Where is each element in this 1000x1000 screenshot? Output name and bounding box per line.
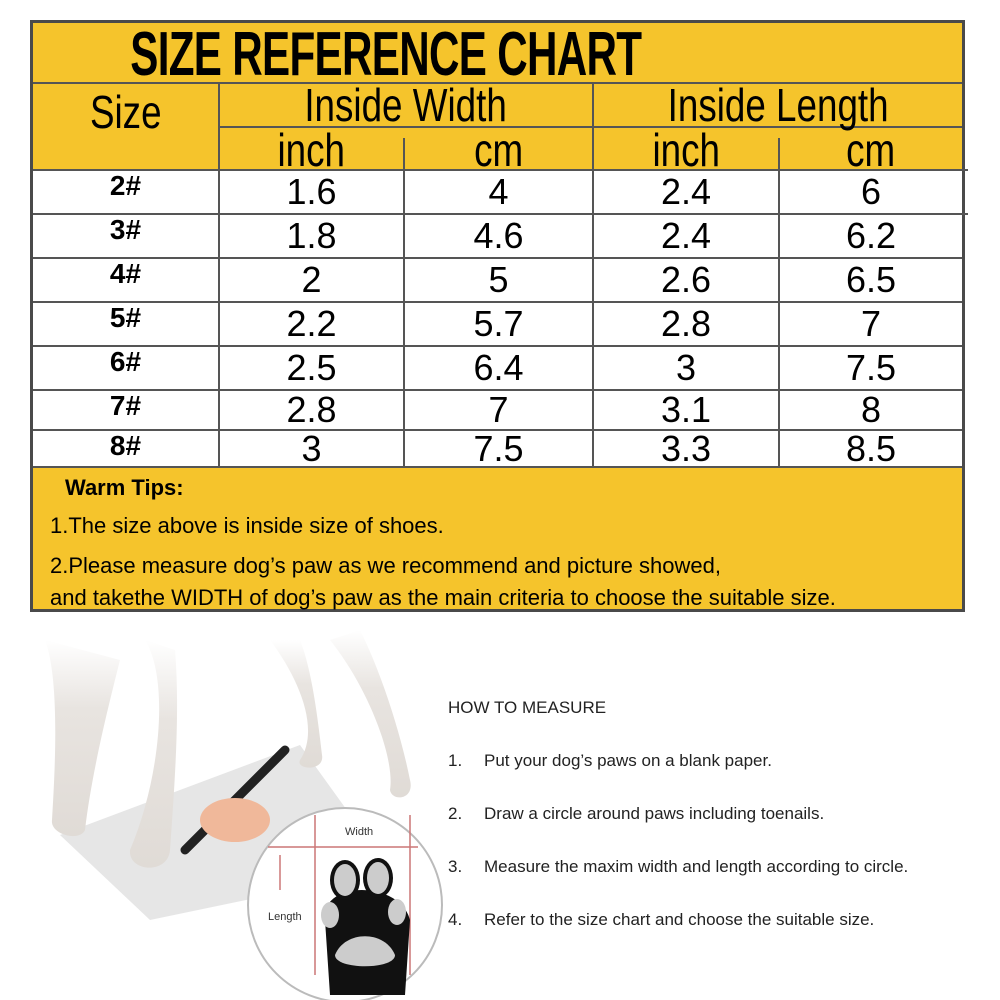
size-cell: 8# [109,430,142,461]
how-to-step: 3. Measure the maxim width and length acc… [448,857,908,877]
value-cell: 2.8 [286,389,337,430]
value-cell: 3.3 [660,427,712,469]
width-label: Width [345,826,373,838]
how-to-heading: HOW TO MEASURE [448,698,607,717]
tip-line: and takethe WIDTH of dog’s paw as the ma… [50,585,836,610]
warm-tips: Warm Tips: 1.The size above is inside si… [33,467,962,611]
how-to-step: 2. Draw a circle around paws including to… [448,804,824,824]
value-cell: 2.6 [660,259,712,300]
size-header: Size [89,86,162,138]
chart-title-text: SIZE REFERENCE CHART [129,19,642,89]
size-reference-chart: SIZE REFERENCE CHART Size Inside Width I… [30,20,968,612]
step-number: 3. [448,857,463,876]
step-number: 1. [448,751,463,770]
value-cell: 2.4 [660,215,712,256]
value-cell: 6.2 [845,215,897,256]
value-cell: 2.2 [286,303,337,344]
tip-line: 1.The size above is inside size of shoes… [50,513,444,538]
value-cell: 6 [860,171,882,212]
inside-length-header: Inside Length [667,79,889,131]
step-text: Measure the maxim width and length accor… [484,857,909,876]
value-cell: 6.5 [845,259,897,300]
value-cell: 7.5 [845,347,897,388]
dog-leg-icon [129,640,178,868]
step-number: 2. [448,804,463,823]
inside-width-header: Inside Width [304,79,508,131]
value-cell: 2.5 [286,347,337,388]
size-cell: 4# [109,258,142,289]
unit-header: cm [473,124,524,176]
table-body-background [33,170,962,466]
value-cell: 7.5 [473,427,524,469]
value-cell: 5 [488,259,509,300]
unit-header: inch [652,124,720,176]
length-label: Length [268,911,302,923]
value-cell: 2.4 [660,171,712,212]
value-cell: 2 [301,259,322,300]
value-cell: 8.5 [845,427,897,469]
size-cell: 3# [109,214,142,245]
step-text: Draw a circle around paws including toen… [484,804,825,823]
size-cell: 7# [109,390,142,421]
step-text: Put your dog’s paws on a blank paper. [484,751,772,770]
value-cell: 7 [488,389,509,430]
value-cell: 1.8 [286,215,337,256]
value-cell: 2.8 [660,303,712,344]
step-text: Refer to the size chart and choose the s… [484,910,875,929]
value-cell: 5.7 [473,303,524,344]
value-cell: 8 [860,389,882,430]
paw-print-icon [321,858,410,995]
value-cell: 3.1 [660,389,712,430]
value-cell: 4 [488,171,509,212]
tips-heading: Warm Tips: [65,475,184,500]
how-to-step: 1. Put your dog’s paws on a blank paper. [448,751,772,771]
unit-header: cm [846,124,896,176]
value-cell: 6.4 [473,347,524,388]
dog-leg-icon [270,640,323,768]
how-to-step: 4. Refer to the size chart and choose the… [448,910,874,930]
value-cell: 3 [675,347,697,388]
tip-line: 2.Please measure dog’s paw as we recomme… [50,553,721,578]
value-cell: 3 [301,427,322,469]
value-cell: 7 [860,303,882,344]
size-cell: 5# [109,302,142,333]
step-number: 4. [448,910,463,929]
chart-title: SIZE REFERENCE CHART [33,20,968,89]
value-cell: 1.6 [286,171,337,212]
dog-leg-icon [330,630,411,798]
size-cell: 2# [109,170,142,201]
dog-leg-icon [45,640,120,837]
value-cell: 4.6 [473,215,524,256]
size-cell: 6# [109,346,142,377]
unit-header: inch [277,124,346,176]
paw-measure-illustration: Width Length [45,630,443,1000]
hand [200,798,270,842]
